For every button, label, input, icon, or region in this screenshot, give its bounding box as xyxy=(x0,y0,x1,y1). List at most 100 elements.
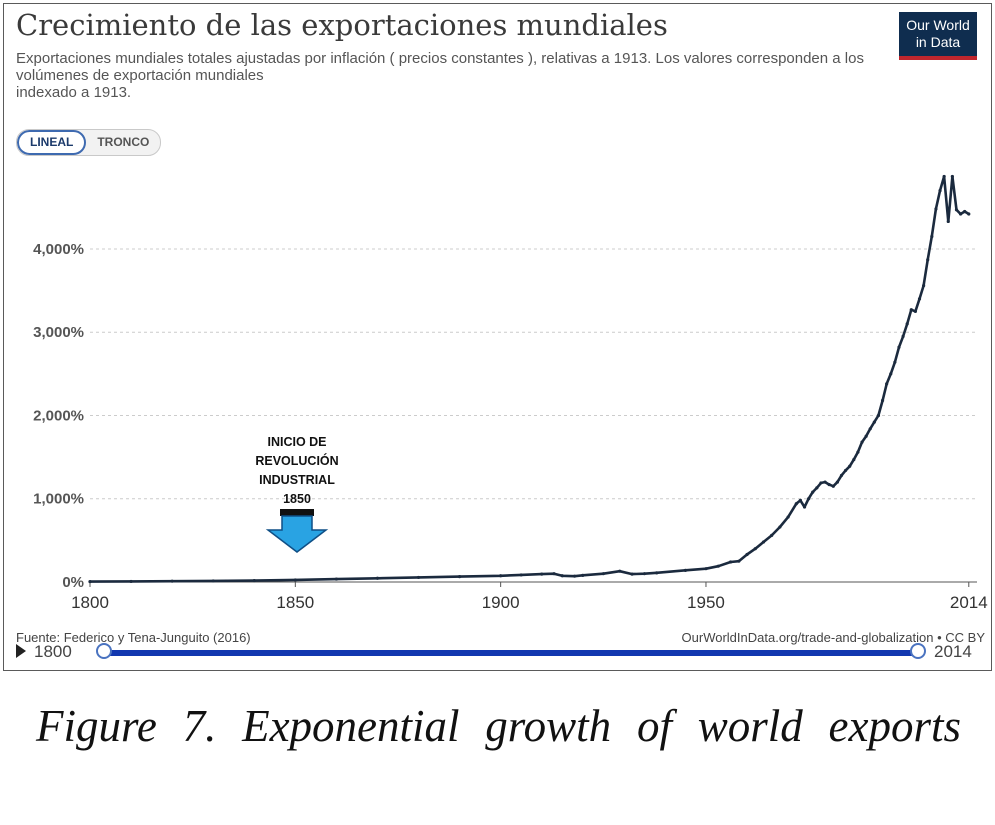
annotation-line: REVOLUCIÓN xyxy=(255,453,338,468)
chart-frame: Crecimiento de las exportaciones mundial… xyxy=(3,3,992,671)
data-point xyxy=(922,283,926,288)
annotation-arrow-cap xyxy=(280,509,314,516)
data-point xyxy=(334,577,338,581)
data-point xyxy=(893,360,897,364)
data-point xyxy=(864,434,868,438)
data-point xyxy=(753,547,757,551)
attribution-link[interactable]: OurWorldInData.org/trade-and-globalizati… xyxy=(681,630,985,645)
data-point xyxy=(778,525,782,529)
data-point xyxy=(958,212,963,216)
data-point xyxy=(917,297,922,301)
data-point xyxy=(963,209,967,214)
data-point xyxy=(211,579,215,583)
logo-line: Our World xyxy=(906,17,970,33)
data-point xyxy=(819,481,823,485)
log-scale-button[interactable]: TRONCO xyxy=(97,135,150,149)
y-tick-label: 0% xyxy=(62,574,84,591)
data-point xyxy=(831,484,835,488)
data-point xyxy=(889,372,893,376)
data-point xyxy=(856,450,860,454)
data-point xyxy=(630,572,634,576)
series-line xyxy=(89,175,970,583)
data-point xyxy=(954,208,959,212)
data-point xyxy=(745,552,749,557)
data-point xyxy=(770,533,774,537)
timeline-end-handle[interactable] xyxy=(910,643,926,659)
data-point xyxy=(872,420,876,424)
annotation-line: INDUSTRIAL xyxy=(259,473,335,487)
timeline-end-label: 2014 xyxy=(934,642,972,661)
data-point xyxy=(560,574,564,578)
data-point xyxy=(897,345,901,349)
subtitle-line: Exportaciones mundiales totales ajustada… xyxy=(16,50,864,67)
data-point xyxy=(416,575,421,580)
subtitle-line: indexado a 1913. xyxy=(16,84,132,101)
data-point xyxy=(786,515,790,519)
data-point xyxy=(499,574,503,578)
data-point xyxy=(860,440,864,444)
y-axis-ticks: 0% 1,000% 2,000% 3,000% 4,000% xyxy=(33,241,84,591)
data-point xyxy=(457,574,462,579)
annotation-year: 1850 xyxy=(283,492,311,506)
data-point xyxy=(876,413,881,418)
data-point xyxy=(946,219,950,224)
subtitle-line: volúmenes de exportación mundiales xyxy=(16,67,264,84)
data-point xyxy=(852,458,856,462)
play-icon[interactable] xyxy=(16,644,26,658)
data-point xyxy=(835,480,839,484)
data-point xyxy=(926,258,930,262)
data-point xyxy=(798,498,803,502)
owid-logo[interactable]: Our World in Data xyxy=(899,12,977,60)
annotation-line: INICIO DE xyxy=(267,435,326,449)
grid-layer xyxy=(90,248,977,500)
data-point xyxy=(942,174,946,179)
line-chart: 0%1,000%2,000%3,000%4,000% 1800 1850 1900 1… xyxy=(33,174,988,612)
data-point xyxy=(827,482,831,487)
data-point xyxy=(839,473,844,478)
data-point xyxy=(823,480,827,484)
y-tick-label: 4,000% xyxy=(33,241,84,258)
data-point xyxy=(540,572,544,576)
data-point xyxy=(252,578,256,583)
data-point xyxy=(618,569,622,573)
chart-title: Crecimiento de las exportaciones mundial… xyxy=(16,8,668,42)
data-point xyxy=(581,573,585,577)
data-point xyxy=(601,572,605,576)
data-point xyxy=(129,579,133,584)
x-tick-label: 1800 xyxy=(71,593,109,612)
down-arrow-icon xyxy=(265,515,329,553)
data-point xyxy=(716,564,720,568)
x-tick-label: 2014 xyxy=(950,593,988,612)
data-point xyxy=(848,464,852,468)
data-point xyxy=(293,578,297,582)
timeline-slider-track[interactable] xyxy=(104,650,919,656)
data-point xyxy=(868,427,872,431)
x-tick-label: 1900 xyxy=(482,593,520,612)
data-point xyxy=(729,560,733,564)
linear-scale-button[interactable]: LINEAL xyxy=(17,130,87,155)
data-point xyxy=(655,571,659,575)
data-point xyxy=(802,505,807,509)
data-point xyxy=(807,497,811,501)
data-point xyxy=(901,334,905,338)
data-point xyxy=(375,576,380,580)
industrial-revolution-annotation: INICIO DE REVOLUCIÓN INDUSTRIAL 1850 xyxy=(255,435,339,553)
data-point xyxy=(704,567,708,571)
x-tick-label: 1950 xyxy=(687,593,725,612)
data-point xyxy=(930,234,934,239)
timeline-start-handle[interactable] xyxy=(96,643,112,659)
data-point xyxy=(967,212,971,216)
data-point xyxy=(794,502,798,506)
series-layer xyxy=(88,174,971,584)
data-point xyxy=(170,579,174,583)
y-tick-label: 2,000% xyxy=(33,407,84,424)
data-point xyxy=(811,490,815,494)
data-point xyxy=(843,468,848,473)
data-point xyxy=(683,568,688,572)
data-point xyxy=(905,322,909,326)
data-point xyxy=(913,309,918,313)
data-point xyxy=(909,308,913,312)
data-point xyxy=(572,574,577,578)
data-point xyxy=(885,382,889,386)
y-tick-label: 1,000% xyxy=(33,491,84,508)
